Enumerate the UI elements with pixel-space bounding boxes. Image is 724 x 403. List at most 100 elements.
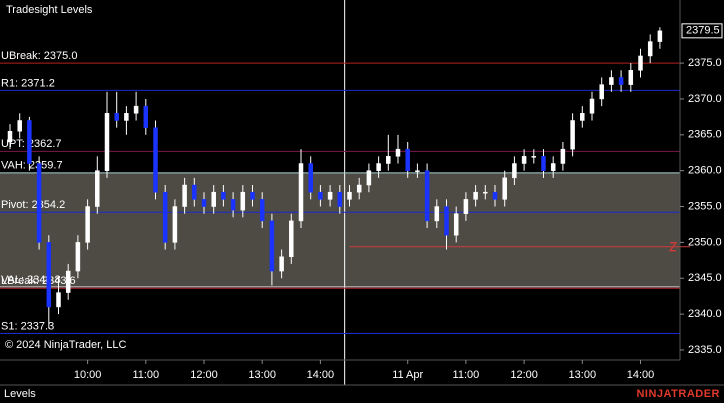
candle-body [570,120,575,150]
x-tick-label: 14:00 [307,369,335,381]
candle-body [366,170,372,186]
candle-body [95,170,100,207]
candle-body [182,184,187,207]
zone-marker [668,242,678,252]
candle-body [250,191,255,200]
candle-body [618,77,624,85]
candle-body [405,148,410,171]
candle-body [541,156,546,171]
y-tick-label: 2365.0 [688,129,722,141]
candle-body [550,163,556,171]
candle-body [580,113,585,121]
level-label: R1: 2371.2 [1,77,55,89]
candle-body [7,130,13,143]
candle-body [444,206,449,236]
candle-body [492,191,498,200]
candle-body [473,191,478,200]
candle-body [36,163,42,243]
candle-body [531,156,537,158]
candle-body [298,163,304,222]
candle-body [647,41,653,57]
candle-body [27,120,32,164]
candle-body [211,191,216,207]
candle-body [201,199,207,207]
candle-body [386,156,391,164]
candle-body [65,270,71,293]
candle-body [230,199,236,211]
candle-body [657,30,663,42]
candle-body [463,199,469,214]
candle-body [308,163,313,193]
candle-body [269,220,275,272]
y-tick-label: 2335.0 [688,344,722,356]
y-tick-label: 2370.0 [688,93,722,105]
candle-body [104,113,110,171]
candle-body [560,148,566,164]
level-label: VAH: 2359.7 [1,160,63,172]
candle-body [347,191,352,200]
candle-body [75,242,81,272]
candle-body [46,242,52,308]
candle-body [589,98,595,114]
candle-body [424,170,430,222]
candle-body [124,113,129,121]
x-tick-label: 10:00 [74,369,102,381]
candle-body [512,163,517,179]
x-tick-label: 11:00 [453,369,480,381]
level-label: VAL: 2343.8 [1,274,61,286]
x-tick-label: 13:00 [569,369,597,381]
brand-logo: NINJATRADER [636,388,720,400]
candle-body [17,120,22,132]
last-price-label: 2379.5 [686,25,720,37]
y-tick-label: 2375.0 [688,57,722,69]
candle-body [434,206,440,222]
level-label: S1: 2337.3 [1,320,54,332]
y-tick-label: 2360.0 [688,165,722,177]
candle-body [376,163,381,171]
candle-body [638,55,643,71]
last-price-box [681,23,723,39]
candle-body [85,206,90,243]
x-tick-label: 13:00 [248,369,276,381]
candle-body [609,77,614,85]
candle-body [279,256,284,272]
copyright: © 2024 NinjaTrader, LLC [5,339,126,351]
y-tick-label: 2345.0 [688,272,722,284]
x-tick-label: 12:00 [190,369,218,381]
candle-body [453,213,459,236]
candle-body [153,127,158,193]
candle-body [56,292,61,308]
candle-body [502,177,507,200]
x-tick-label: 12:00 [510,369,538,381]
y-tick-label: 2340.0 [688,308,722,320]
candle-body [221,191,226,200]
candle-body [259,199,265,222]
level-label: UBreak: 2375.0 [1,50,77,62]
candle-body [327,191,333,200]
candle-body [599,84,604,100]
candle-body [143,105,149,128]
candle-body [356,184,362,193]
candle-body [337,191,343,207]
level-label: LBreak: 2343.6 [1,275,76,287]
x-tick-label: 11:00 [132,369,159,381]
chart-title: Tradesight Levels [6,4,93,16]
candle-body [162,191,168,243]
candle-body [395,148,401,157]
candle-body [240,191,246,211]
candle-body [289,220,294,257]
candle-body [318,191,323,200]
candle-body [172,206,178,243]
candle-body [521,156,527,164]
y-tick-label: 2350.0 [688,236,722,248]
x-tick-label: 14:00 [627,369,655,381]
level-label: Pivot: 2354.2 [1,199,65,211]
candle-body [133,105,139,114]
candle-body [192,184,197,200]
candle-body [415,170,420,172]
candle-body [483,191,488,194]
y-tick-label: 2355.0 [688,200,722,212]
x-tick-label: 11 Apr [392,369,423,381]
